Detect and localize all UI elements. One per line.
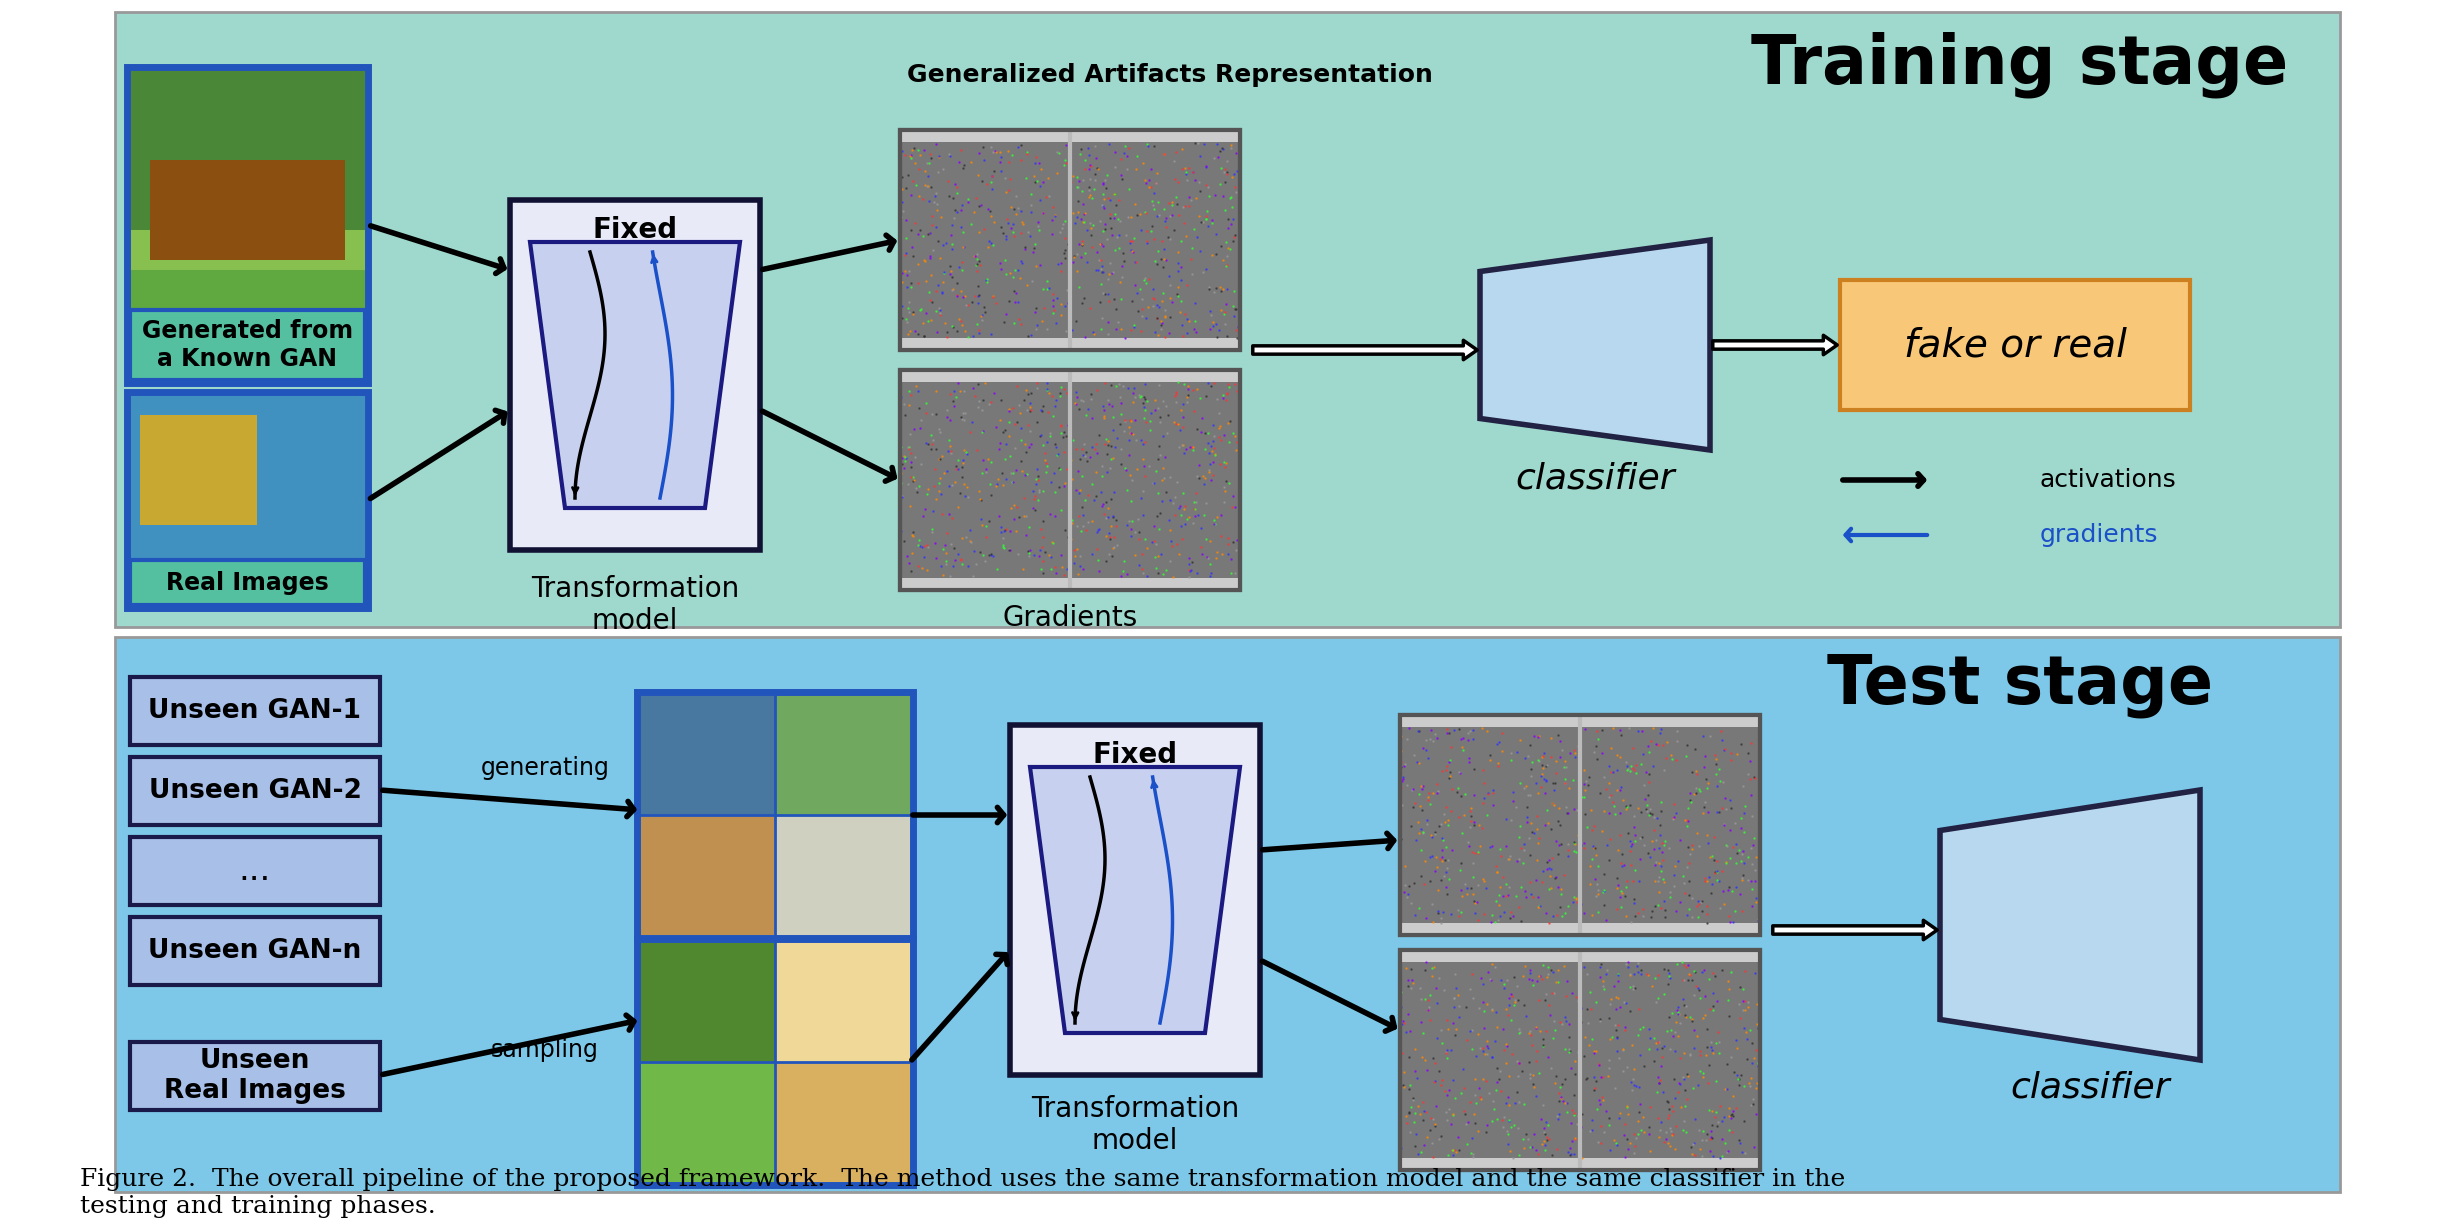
Bar	[1400, 715, 1760, 935]
Text: fake or real: fake or real	[1905, 326, 2127, 364]
Bar	[901, 338, 1241, 351]
Bar	[1841, 280, 2191, 410]
Text: Real Images: Real Images	[166, 571, 328, 595]
Bar	[776, 1061, 911, 1182]
Text: generating: generating	[480, 756, 610, 780]
Bar	[901, 370, 1241, 383]
Bar	[509, 200, 759, 550]
Text: Transformation
model: Transformation model	[531, 574, 739, 635]
Polygon shape	[1939, 790, 2201, 1060]
Bar	[639, 695, 776, 815]
Bar	[130, 836, 379, 905]
Bar	[639, 1061, 776, 1182]
Text: Generated from
a Known GAN: Generated from a Known GAN	[142, 319, 353, 371]
Text: Unseen GAN-2: Unseen GAN-2	[149, 779, 362, 804]
Text: Unseen GAN-1: Unseen GAN-1	[149, 697, 362, 724]
Bar	[130, 395, 365, 560]
Bar	[140, 415, 257, 525]
Bar	[636, 692, 913, 938]
Bar	[130, 310, 365, 380]
Bar	[1011, 724, 1261, 1075]
Bar	[1400, 715, 1760, 727]
Polygon shape	[1031, 768, 1241, 1033]
Bar	[115, 637, 2340, 1192]
Text: Fixed: Fixed	[1092, 740, 1177, 769]
Bar	[130, 271, 365, 310]
Bar	[1400, 1157, 1760, 1170]
Bar	[130, 756, 379, 825]
Text: Test stage: Test stage	[1826, 652, 2213, 718]
Bar	[639, 815, 776, 935]
Bar	[1400, 950, 1760, 1170]
Text: Gradients: Gradients	[1001, 604, 1138, 632]
Text: Fixed: Fixed	[592, 216, 678, 244]
Bar	[130, 1042, 379, 1109]
Bar	[130, 230, 365, 310]
Bar	[130, 70, 365, 310]
Text: Transformation
model: Transformation model	[1031, 1095, 1239, 1155]
Polygon shape	[531, 242, 739, 508]
Bar	[127, 66, 367, 383]
Text: Figure 2.  The overall pipeline of the proposed framework.  The method uses the : Figure 2. The overall pipeline of the pr…	[81, 1168, 1846, 1218]
Bar	[1400, 715, 1760, 935]
Bar	[636, 938, 913, 1184]
Bar	[901, 130, 1241, 351]
Bar	[901, 130, 1241, 141]
Bar	[901, 370, 1241, 590]
Bar	[130, 918, 379, 985]
Text: sampling: sampling	[492, 1038, 600, 1061]
Bar	[130, 676, 379, 745]
Bar	[130, 560, 365, 605]
Text: Unseen
Real Images: Unseen Real Images	[164, 1048, 345, 1105]
Text: classifier: classifier	[2010, 1071, 2169, 1105]
Bar	[901, 130, 1241, 351]
Bar	[115, 12, 2340, 627]
Bar	[1400, 950, 1760, 962]
Text: Unseen GAN-n: Unseen GAN-n	[149, 938, 362, 964]
Bar	[776, 942, 911, 1061]
Polygon shape	[1481, 240, 1711, 450]
Text: Training stage: Training stage	[1750, 32, 2289, 98]
Bar	[1400, 950, 1760, 1170]
Bar	[1400, 922, 1760, 935]
Bar	[127, 392, 367, 608]
Text: Generalized Artifacts Representation: Generalized Artifacts Representation	[908, 63, 1432, 87]
Bar	[776, 695, 911, 815]
Bar	[639, 942, 776, 1061]
Text: classifier: classifier	[1515, 461, 1674, 494]
Text: gradients: gradients	[2039, 523, 2159, 547]
Bar	[776, 815, 911, 935]
Bar	[901, 370, 1241, 590]
Bar	[149, 160, 345, 260]
Bar	[901, 578, 1241, 590]
Text: activations: activations	[2039, 467, 2176, 492]
Text: ...: ...	[240, 855, 272, 888]
